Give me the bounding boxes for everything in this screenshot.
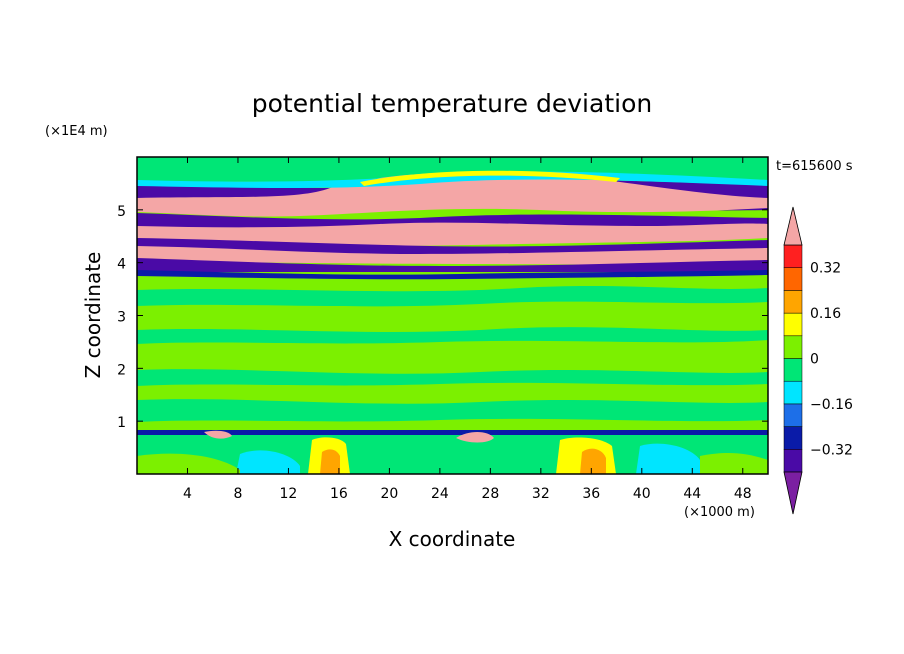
colorbar-tick-label: 0.16 bbox=[810, 306, 841, 322]
field-lower-cyan-2 bbox=[636, 443, 700, 474]
colorbar-box bbox=[783, 335, 803, 359]
x-tick-label: 16 bbox=[330, 486, 348, 502]
x-tick-label: 12 bbox=[280, 486, 298, 502]
y-tick-label: 5 bbox=[117, 204, 126, 220]
colorbar-box bbox=[783, 426, 803, 450]
y-unit-label: (×1E4 m) bbox=[45, 124, 108, 139]
x-unit-label: (×1000 m) bbox=[684, 505, 755, 520]
colorbar-tick-label: −0.32 bbox=[810, 442, 853, 458]
x-tick-label: 28 bbox=[481, 486, 499, 502]
colorbar-box bbox=[783, 449, 803, 473]
x-tick-label: 4 bbox=[183, 486, 192, 502]
y-tick-label: 4 bbox=[117, 257, 126, 273]
field-mid-teal-4 bbox=[137, 399, 768, 422]
field-lower-orange-1 bbox=[320, 449, 340, 474]
x-axis-ticks: 4 8 12 16 20 24 28 32 36 40 44 48 bbox=[183, 157, 752, 502]
field-lower-orange-2 bbox=[580, 448, 606, 474]
time-label: t=615600 s bbox=[776, 159, 853, 174]
colorbar-box bbox=[783, 312, 803, 337]
field-lower-pink-1 bbox=[456, 432, 494, 443]
x-tick-label: 20 bbox=[380, 486, 398, 502]
chart-title: potential temperature deviation bbox=[252, 89, 652, 118]
colorbar-box bbox=[783, 290, 803, 314]
y-axis-label: Z coordinate bbox=[81, 252, 105, 379]
field-upper-pink-2 bbox=[137, 222, 768, 247]
colorbar-extend-min bbox=[783, 471, 803, 515]
colorbar-box bbox=[783, 244, 803, 268]
field-mid-teal-3 bbox=[137, 369, 768, 386]
x-tick-label: 24 bbox=[431, 486, 449, 502]
x-tick-label: 48 bbox=[734, 486, 752, 502]
plot-field bbox=[137, 157, 768, 474]
y-tick-label: 1 bbox=[117, 415, 126, 431]
x-tick-label: 44 bbox=[683, 486, 701, 502]
y-tick-label: 2 bbox=[117, 362, 126, 378]
field-upper-pink-1 bbox=[137, 172, 768, 217]
field-lower-pink-2 bbox=[204, 430, 232, 439]
field-top-yellow-edge bbox=[360, 170, 620, 186]
colorbar-extend-max bbox=[783, 206, 803, 246]
field-lower-green-3 bbox=[700, 453, 768, 474]
x-axis-label: X coordinate bbox=[389, 527, 516, 551]
x-tick-label: 32 bbox=[532, 486, 550, 502]
y-axis-ticks: 1 2 3 4 5 bbox=[117, 204, 768, 431]
colorbar-box bbox=[783, 380, 803, 405]
x-tick-label: 40 bbox=[633, 486, 651, 502]
colorbar-tick-label: 0 bbox=[810, 352, 819, 368]
field-mid-teal-1 bbox=[137, 286, 768, 307]
y-tick-label: 3 bbox=[117, 310, 126, 326]
field-mid-teal-2 bbox=[137, 327, 768, 344]
colorbar-tick-label: −0.16 bbox=[810, 397, 853, 413]
colorbar-box bbox=[783, 403, 803, 427]
field-lower-green-2 bbox=[137, 453, 240, 474]
x-tick-label: 36 bbox=[582, 486, 600, 502]
colorbar-box bbox=[783, 358, 803, 382]
field-upper-blue-edge bbox=[137, 270, 768, 280]
x-tick-label: 8 bbox=[233, 486, 242, 502]
colorbar: 0.32 0.16 0 −0.16 −0.32 bbox=[783, 206, 853, 515]
colorbar-box bbox=[783, 267, 803, 291]
colorbar-tick-label: 0.32 bbox=[810, 261, 841, 277]
field-upper-pink-3 bbox=[137, 246, 768, 265]
field-upper-top-edge bbox=[137, 171, 768, 188]
field-lower-blue-line bbox=[137, 430, 768, 435]
field-upper-purple-4 bbox=[137, 258, 768, 272]
field-lower-cyan-1 bbox=[236, 450, 300, 474]
